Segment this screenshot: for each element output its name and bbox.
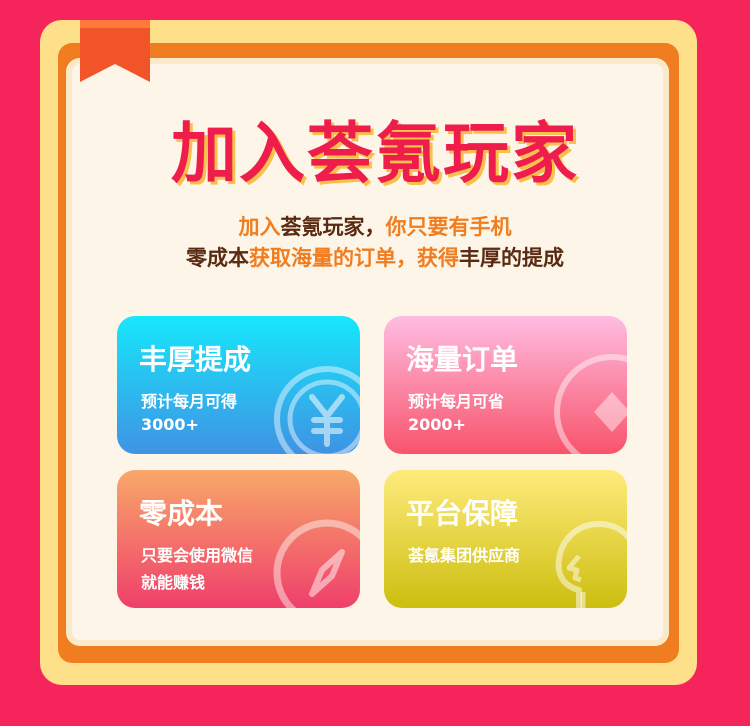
card-desc: 预计每月可省 [408,392,505,411]
intro-segment: 加入 [238,215,281,239]
benefit-card-zero-cost: 零成本 只要会使用微信 就能赚钱 [117,470,360,608]
intro-segment: 零成本 [186,246,249,270]
head-profile-icon [555,521,627,608]
card-title: 零成本 [139,497,224,530]
card-desc-2: 就能赚钱 [141,573,206,592]
intro-segment: 丰厚的提成 [459,246,564,270]
intro-line-2: 零成本获取海量的订单，获得丰厚的提成 [0,243,750,274]
card-value: 2000+ [408,415,466,434]
intro-line-1: 加入荟氪玩家，你只要有手机 [0,212,750,243]
card-desc: 预计每月可得 [141,392,238,411]
card-title: 平台保障 [406,497,519,530]
card-title: 丰厚提成 [139,343,252,376]
card-title: 海量订单 [406,343,519,376]
page-title: 加入荟氪玩家 [171,115,579,192]
intro-segment: 你只要有手机 [385,215,512,239]
card-value: 3000+ [141,415,199,434]
intro-segment: 获取海量的订单，获得 [249,246,459,270]
card-desc: 只要会使用微信 [141,546,254,565]
card-desc: 荟氪集团供应商 [408,546,521,565]
intro-text: 加入荟氪玩家，你只要有手机 零成本获取海量的订单，获得丰厚的提成 [0,212,750,274]
compass-icon [273,519,360,608]
benefit-card-commission: 丰厚提成 预计每月可得 3000+ [117,316,360,454]
benefit-card-orders: 海量订单 预计每月可省 2000+ [384,316,627,454]
intro-segment: 荟氪玩家， [280,215,386,239]
benefit-card-guarantee: 平台保障 荟氪集团供应商 [384,470,627,608]
yuan-coin-icon [274,366,360,454]
diamond-coin-icon [554,354,627,454]
ribbon-bookmark-icon [80,20,150,82]
